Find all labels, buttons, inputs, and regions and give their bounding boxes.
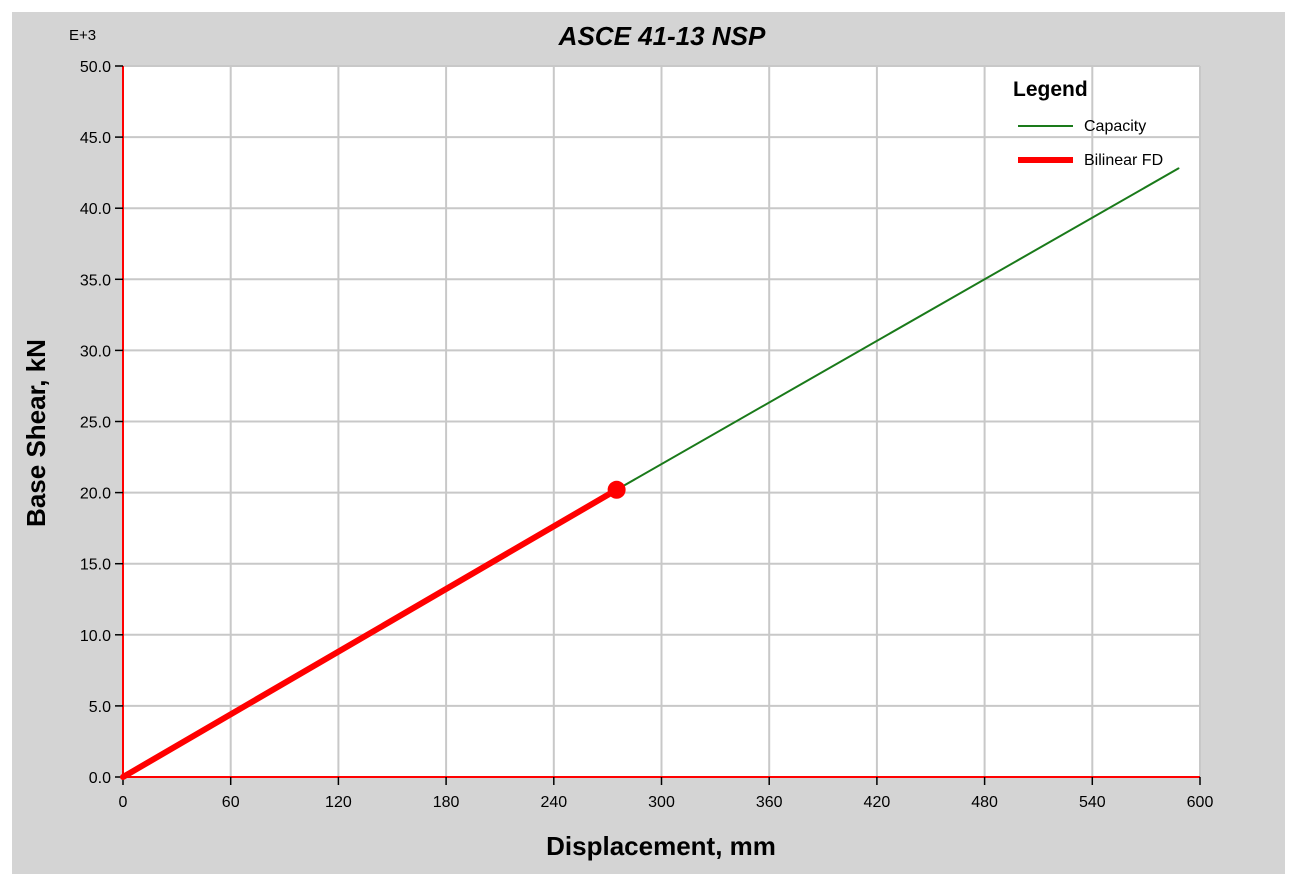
series-line-bilinear-fd <box>120 486 620 780</box>
y-tick-label: 20.0 <box>80 486 111 503</box>
x-tick-label: 180 <box>433 794 460 811</box>
y-multiplier-label: E+3 <box>69 27 96 44</box>
x-tick-label: 300 <box>648 794 675 811</box>
y-tick-label: 45.0 <box>80 130 111 147</box>
chart-svg: 0.0 5.0 10.0 15.0 20.0 25.0 30.0 35.0 40.0 45.0 50… <box>21 21 1214 861</box>
y-tick-labels: 0.0 5.0 10.0 15.0 20.0 25.0 30.0 35.0 40.0 45.0 50… <box>80 59 111 787</box>
legend-label-capacity: Capacity <box>1084 118 1146 135</box>
x-tick-label: 60 <box>222 794 240 811</box>
y-tick-label: 25.0 <box>80 415 111 432</box>
y-tick-label: 50.0 <box>80 59 111 76</box>
x-tick-label: 420 <box>864 794 891 811</box>
y-tick-label: 0.0 <box>89 770 111 787</box>
y-tick-label: 30.0 <box>80 343 111 360</box>
y-tick-label: 5.0 <box>89 699 111 716</box>
y-axis-title: Base Shear, kN <box>21 339 51 527</box>
chart-title: ASCE 41-13 NSP <box>558 21 766 51</box>
x-axis-title: Displacement, mm <box>546 831 776 861</box>
performance-point-marker <box>607 480 626 499</box>
grid-lines <box>123 65 1201 777</box>
x-tick-label: 480 <box>971 794 998 811</box>
x-tick-label: 600 <box>1187 794 1214 811</box>
x-tick-label: 0 <box>119 794 128 811</box>
legend-label-bilinear-fd: Bilinear FD <box>1084 152 1163 169</box>
chart-frame: 0.0 5.0 10.0 15.0 20.0 25.0 30.0 35.0 40.0 45.0 50… <box>12 12 1285 874</box>
x-tick-label: 240 <box>540 794 567 811</box>
x-tick-label: 360 <box>756 794 783 811</box>
x-tick-labels: 0 60 120 180 240 300 360 420 480 540 600 <box>119 794 1214 811</box>
y-tick-label: 15.0 <box>80 557 111 574</box>
legend: Legend Capacity Bilinear FD <box>1013 78 1163 169</box>
y-tick-label: 35.0 <box>80 272 111 289</box>
series-group <box>120 167 1180 780</box>
axes <box>115 65 1201 785</box>
x-tick-label: 120 <box>325 794 352 811</box>
y-tick-label: 40.0 <box>80 201 111 218</box>
y-tick-label: 10.0 <box>80 628 111 645</box>
x-tick-label: 540 <box>1079 794 1106 811</box>
legend-title: Legend <box>1013 78 1088 101</box>
